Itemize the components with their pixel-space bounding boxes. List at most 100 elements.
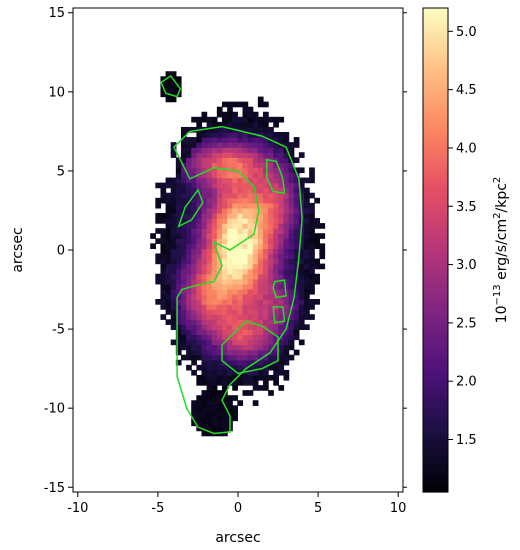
image-pixel bbox=[211, 116, 218, 123]
colorbar-segment bbox=[423, 52, 448, 57]
image-pixel bbox=[288, 329, 295, 336]
image-pixel bbox=[191, 278, 197, 285]
image-pixel bbox=[257, 258, 264, 265]
image-pixel bbox=[206, 182, 213, 189]
image-pixel bbox=[227, 299, 233, 305]
image-pixel bbox=[288, 147, 295, 153]
colorbar-tick-label: 2.0 bbox=[456, 375, 477, 390]
image-pixel bbox=[298, 253, 305, 260]
image-pixel bbox=[221, 172, 228, 179]
colorbar-segment bbox=[423, 96, 448, 102]
image-pixel bbox=[196, 283, 203, 290]
image-pixel bbox=[232, 233, 238, 239]
image-pixel bbox=[252, 238, 259, 244]
image-pixel bbox=[262, 111, 269, 118]
image-pixel bbox=[186, 309, 192, 315]
image-pixel bbox=[262, 258, 269, 265]
image-pixel bbox=[293, 334, 300, 341]
image-pixel bbox=[288, 253, 295, 260]
image-pixel bbox=[268, 390, 274, 396]
image-pixel bbox=[278, 299, 285, 305]
galaxy-image bbox=[150, 71, 326, 437]
image-pixel bbox=[278, 243, 285, 250]
image-pixel bbox=[298, 243, 305, 250]
image-pixel bbox=[206, 415, 213, 422]
image-pixel bbox=[293, 228, 300, 234]
image-pixel bbox=[252, 147, 259, 153]
image-pixel bbox=[191, 410, 197, 417]
image-pixel bbox=[283, 354, 290, 361]
image-pixel bbox=[186, 192, 192, 199]
image-pixel bbox=[170, 81, 177, 88]
image-pixel bbox=[283, 339, 290, 346]
image-pixel bbox=[252, 157, 259, 163]
image-pixel bbox=[262, 167, 269, 174]
image-pixel bbox=[216, 278, 223, 285]
image-pixel bbox=[268, 344, 274, 351]
colorbar-segment bbox=[423, 415, 448, 420]
image-pixel bbox=[186, 147, 192, 153]
image-pixel bbox=[196, 324, 203, 330]
image-pixel bbox=[201, 187, 208, 194]
image-pixel bbox=[278, 263, 285, 270]
image-pixel bbox=[186, 278, 192, 285]
image-pixel bbox=[247, 359, 254, 366]
image-pixel bbox=[216, 223, 223, 229]
image-pixel bbox=[252, 126, 259, 133]
image-pixel bbox=[293, 218, 300, 224]
image-pixel bbox=[201, 192, 208, 199]
y-tick-label: 0 bbox=[57, 244, 65, 259]
image-pixel bbox=[304, 192, 310, 199]
colorbar-label-kpc-exponent: 2 bbox=[492, 177, 503, 183]
colorbar-tick-label: 3.0 bbox=[456, 258, 477, 273]
image-pixel bbox=[278, 147, 285, 153]
image-pixel bbox=[237, 263, 244, 270]
image-pixel bbox=[304, 314, 310, 320]
image-pixel bbox=[288, 314, 295, 320]
x-axis-label: arcsec bbox=[215, 530, 260, 546]
image-pixel bbox=[273, 162, 279, 169]
image-pixel bbox=[221, 152, 228, 158]
image-pixel bbox=[201, 238, 208, 244]
image-pixel bbox=[247, 126, 254, 133]
image-pixel bbox=[247, 187, 254, 194]
image-pixel bbox=[293, 243, 300, 250]
image-pixel bbox=[165, 293, 172, 300]
image-pixel bbox=[268, 126, 274, 133]
image-pixel bbox=[278, 167, 285, 174]
image-pixel bbox=[201, 167, 208, 174]
image-pixel bbox=[237, 162, 244, 169]
colorbar-segment bbox=[423, 233, 448, 239]
image-pixel bbox=[293, 329, 300, 336]
image-pixel bbox=[160, 263, 167, 270]
image-pixel bbox=[155, 228, 162, 234]
image-pixel bbox=[242, 253, 249, 260]
colorbar-segment bbox=[423, 181, 448, 187]
colorbar-segment bbox=[423, 423, 448, 429]
image-pixel bbox=[309, 192, 315, 199]
image-pixel bbox=[221, 137, 228, 143]
image-pixel bbox=[252, 364, 259, 371]
image-pixel bbox=[262, 299, 269, 305]
image-pixel bbox=[211, 390, 218, 396]
image-pixel bbox=[257, 172, 264, 179]
image-pixel bbox=[262, 278, 269, 285]
image-pixel bbox=[160, 91, 167, 98]
colorbar-segment bbox=[423, 16, 448, 21]
image-pixel bbox=[196, 253, 203, 260]
image-pixel bbox=[201, 369, 208, 376]
image-pixel bbox=[227, 192, 233, 199]
image-pixel bbox=[304, 197, 310, 204]
contour-3 bbox=[266, 158, 286, 194]
image-pixel bbox=[216, 248, 223, 255]
image-pixel bbox=[242, 299, 249, 305]
image-pixel bbox=[237, 258, 244, 265]
image-pixel bbox=[211, 314, 218, 320]
image-pixel bbox=[216, 111, 223, 118]
image-pixel bbox=[278, 177, 285, 184]
image-pixel bbox=[191, 207, 197, 214]
image-pixel bbox=[278, 248, 285, 255]
image-pixel bbox=[293, 309, 300, 315]
image-pixel bbox=[216, 374, 223, 381]
image-pixel bbox=[262, 238, 269, 244]
